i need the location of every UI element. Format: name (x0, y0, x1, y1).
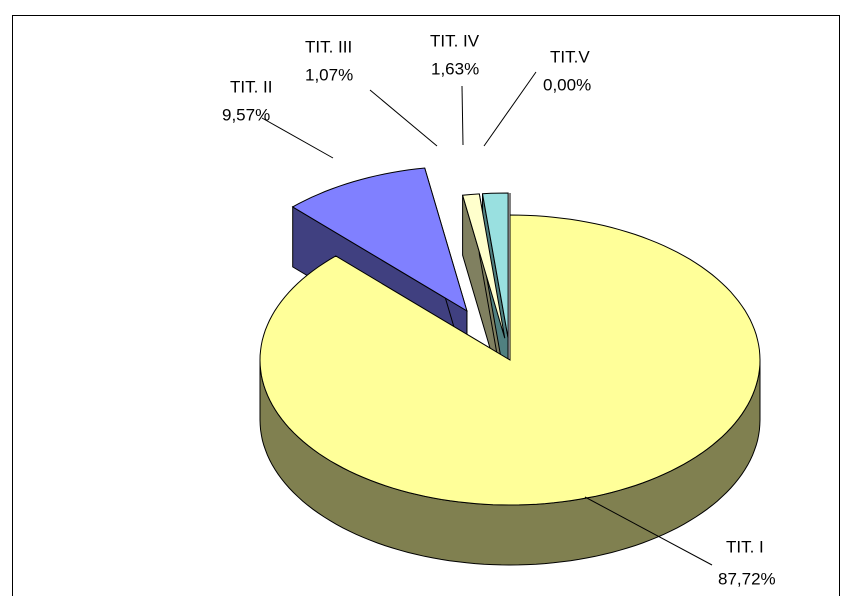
leader-line (461, 85, 464, 146)
slice (259, 214, 761, 506)
slice (461, 193, 506, 339)
slice-value: 9,57% (222, 105, 270, 124)
slice-label: TIT.V (550, 47, 590, 66)
leader-line (261, 117, 334, 159)
leader-line (483, 71, 537, 147)
slice (291, 167, 468, 312)
slice-label: TIT. I (726, 537, 764, 556)
pie (259, 167, 761, 566)
leader-line (369, 89, 438, 147)
slice-value: 0,00% (543, 75, 591, 94)
leader-line (584, 496, 713, 566)
slice-value: 87,72% (718, 569, 776, 588)
slice-label: TIT. II (230, 77, 273, 96)
pie-tops (259, 167, 761, 506)
slice-value: 1,07% (305, 65, 353, 84)
slice-label: TIT. IV (430, 31, 480, 50)
slice-label: TIT. III (305, 37, 352, 56)
slice-value: 1,63% (431, 59, 479, 78)
slice (481, 192, 509, 339)
